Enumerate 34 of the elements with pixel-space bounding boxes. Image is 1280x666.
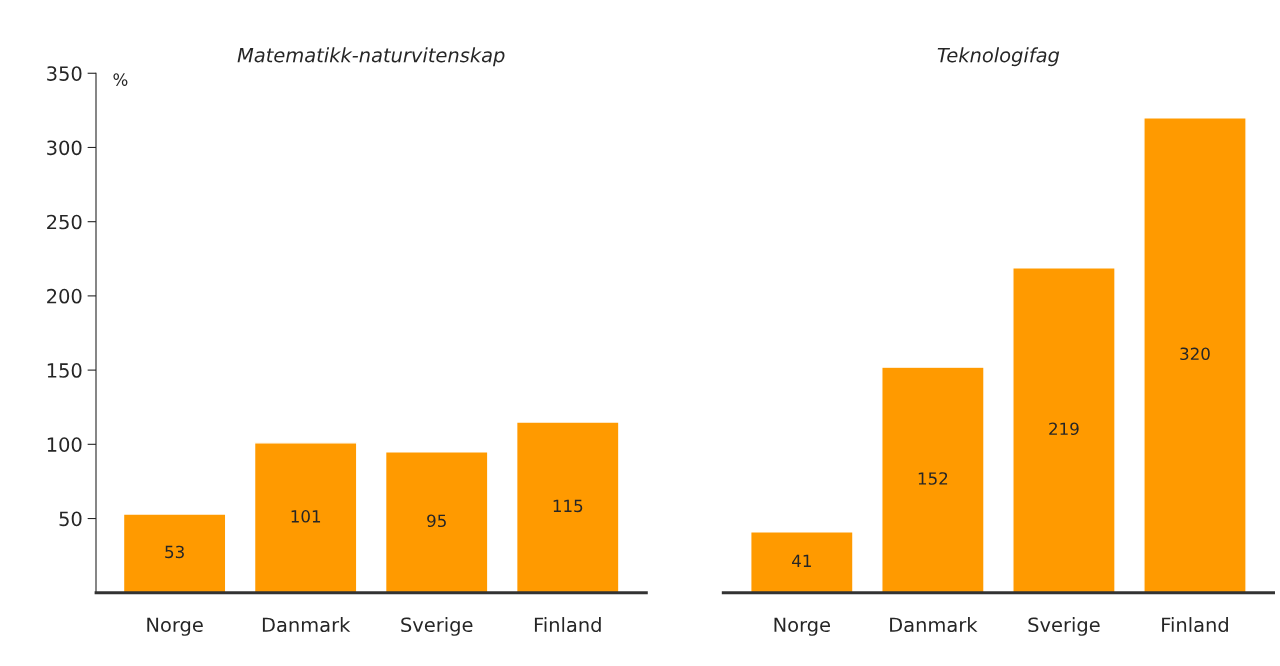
x-tick-label: Finland [1162, 617, 1228, 633]
y-axis-title: % [113, 73, 128, 86]
y-tick-label: 150 [47, 363, 82, 378]
x-tick-label: Norge [147, 617, 203, 636]
y-tick-label: 50 [59, 511, 82, 527]
y-tick-label: 300 [47, 140, 82, 156]
y-tick-label: 200 [47, 288, 82, 304]
x-tick-label: Sverige [401, 617, 473, 636]
data-label: 320 [1180, 347, 1210, 361]
bar [122, 513, 227, 593]
x-tick-label: Finland [534, 617, 601, 633]
y-tick-label: 350 [47, 66, 82, 81]
bar [750, 531, 854, 593]
bar [253, 442, 358, 593]
x-tick-label: Danmark [262, 617, 351, 633]
bar [1143, 117, 1247, 593]
y-tick-label: 250 [47, 214, 82, 230]
y-tick-label: 100 [47, 437, 82, 452]
data-label: 95 [427, 514, 446, 528]
x-tick-label: Norge [774, 617, 830, 636]
data-label: 53 [165, 545, 184, 559]
x-tick-label: Sverige [1028, 617, 1100, 636]
bar [1012, 266, 1116, 593]
x-tick-label: Danmark [890, 617, 978, 633]
bar [881, 366, 985, 593]
bar [384, 451, 489, 593]
data-label: 101 [291, 510, 321, 523]
data-label: 41 [792, 554, 811, 567]
bar [515, 421, 620, 593]
chart-title: Matematikk-naturvitenskap [237, 47, 505, 67]
data-label: 219 [1049, 422, 1079, 436]
data-label: 115 [553, 499, 583, 513]
data-label: 152 [918, 472, 948, 485]
chart-title: Teknologifag [937, 47, 1060, 67]
